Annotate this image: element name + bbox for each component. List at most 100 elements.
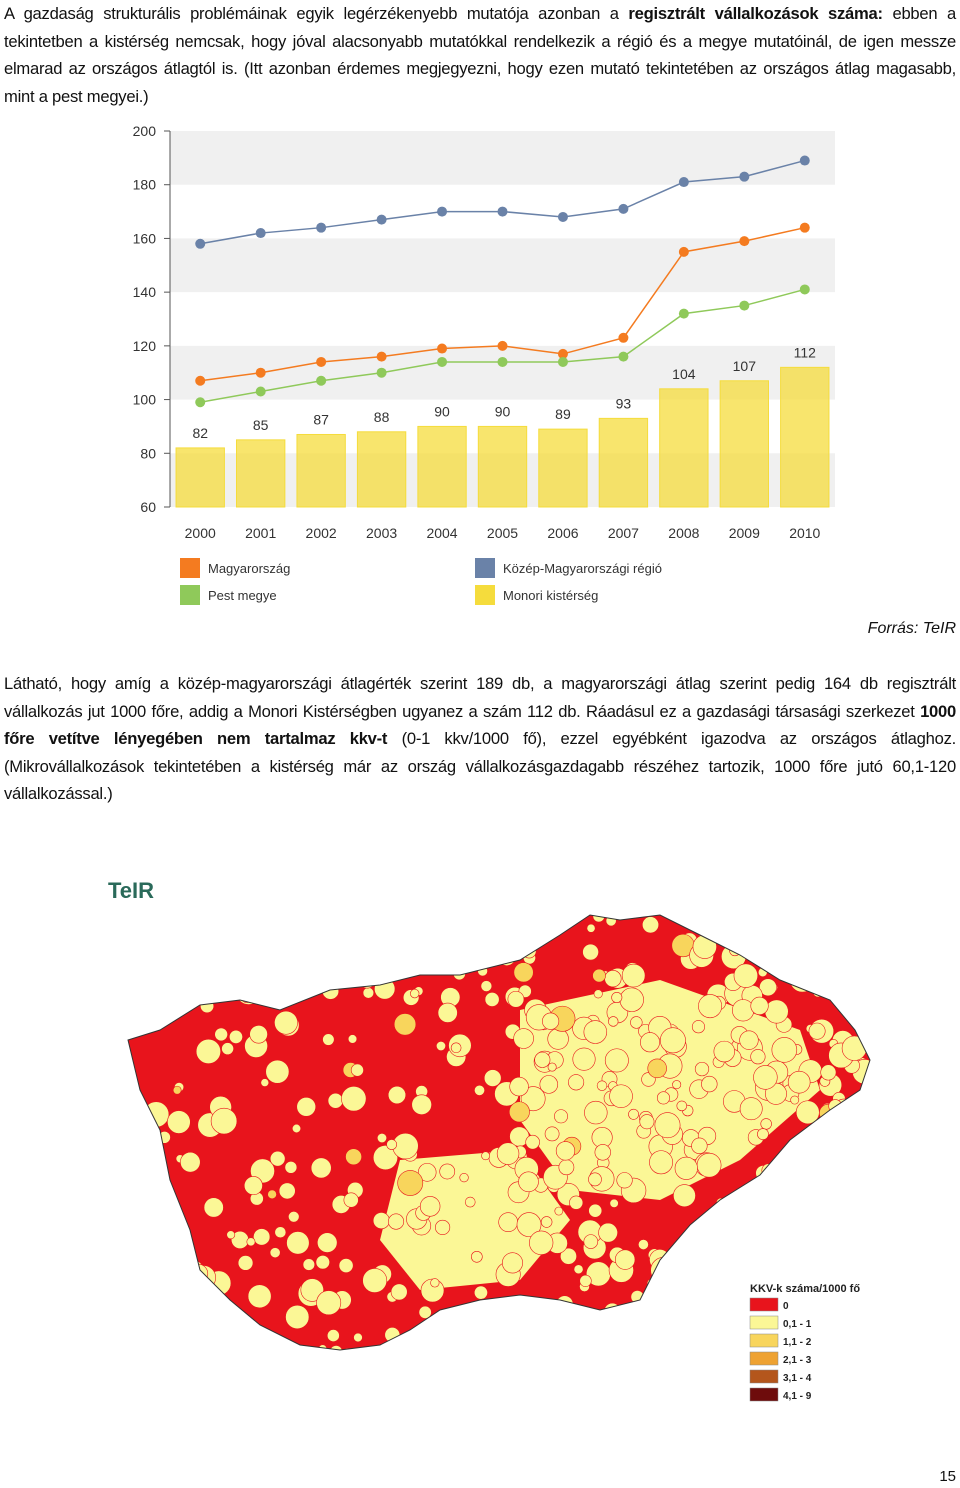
grid-band bbox=[170, 238, 835, 293]
map-cell bbox=[154, 950, 170, 966]
y-tick-label: 80 bbox=[140, 445, 156, 461]
source: Forrás: TeIR bbox=[867, 620, 956, 637]
map-cell bbox=[509, 1076, 529, 1097]
chart: 60 80 100 120 140 160 180 200 2000 2001 2002 2003 20… bbox=[133, 123, 835, 605]
x-tick-label: 2006 bbox=[547, 525, 578, 541]
map-cell bbox=[327, 1092, 344, 1109]
map-cell bbox=[372, 1145, 398, 1171]
map-cell bbox=[128, 1168, 153, 1194]
map-cell bbox=[460, 1342, 471, 1350]
map-cell bbox=[753, 1065, 778, 1090]
x-tick-label: 2005 bbox=[487, 525, 518, 541]
map-cell bbox=[229, 916, 246, 933]
map-cell bbox=[691, 1020, 705, 1034]
map-cell bbox=[158, 1295, 184, 1322]
line-point bbox=[739, 171, 750, 182]
map-cell bbox=[609, 1198, 619, 1208]
map-cell bbox=[705, 1297, 715, 1307]
map-cell bbox=[668, 1271, 692, 1294]
map-cell bbox=[481, 1151, 491, 1161]
line-point bbox=[678, 177, 689, 188]
map-cell bbox=[516, 889, 541, 914]
map-cell bbox=[693, 1316, 708, 1331]
map-cell bbox=[496, 1142, 520, 1165]
map-cell bbox=[639, 1114, 655, 1130]
map-cell bbox=[120, 1273, 128, 1281]
line-point bbox=[316, 222, 327, 233]
map-cell bbox=[240, 956, 263, 979]
map-cell bbox=[477, 965, 488, 977]
map-cell bbox=[237, 1255, 254, 1271]
map-cell bbox=[732, 999, 755, 1022]
map-cell bbox=[214, 1027, 228, 1042]
bar bbox=[356, 431, 407, 508]
y-tick-label: 60 bbox=[140, 499, 156, 515]
x-tick-label: 2009 bbox=[729, 525, 760, 541]
map-cell bbox=[498, 1212, 519, 1232]
map-cell bbox=[701, 1317, 711, 1328]
map-cell bbox=[336, 1348, 356, 1350]
paragraph: Látható, hogy amíg a közép-magyarországi… bbox=[4, 670, 956, 808]
map-cell bbox=[554, 1109, 568, 1124]
map-cell bbox=[507, 990, 525, 1008]
map-cell bbox=[291, 1123, 302, 1134]
map-cell bbox=[480, 980, 493, 992]
x-tick-label: 2008 bbox=[668, 525, 699, 541]
map-cell bbox=[571, 1352, 582, 1363]
map-cell bbox=[828, 921, 841, 933]
map-cell bbox=[136, 1170, 154, 1188]
map-cell bbox=[180, 1151, 201, 1173]
map-cell bbox=[671, 1271, 697, 1297]
map-cell bbox=[654, 1112, 681, 1139]
map-cell bbox=[362, 987, 375, 999]
map-cell bbox=[384, 1327, 401, 1343]
bar bbox=[659, 388, 709, 508]
map-cell bbox=[487, 933, 500, 945]
map-cell bbox=[637, 1328, 657, 1348]
data-label: 82 bbox=[192, 425, 208, 441]
map-cell bbox=[117, 956, 125, 964]
legend-swatch bbox=[475, 585, 495, 605]
map-cell bbox=[362, 1268, 388, 1293]
map-cell bbox=[133, 1290, 144, 1301]
map-cell bbox=[845, 1117, 859, 1132]
map-cell bbox=[208, 1336, 226, 1350]
line-point bbox=[497, 206, 508, 217]
map-cell bbox=[713, 1040, 735, 1063]
map-cell bbox=[782, 954, 804, 977]
bar bbox=[719, 380, 769, 508]
data-label: 85 bbox=[253, 417, 269, 433]
map-cell bbox=[481, 1312, 497, 1327]
line-point bbox=[678, 246, 689, 257]
map-cell bbox=[792, 1217, 816, 1241]
map-cell bbox=[165, 1316, 188, 1339]
map-cell bbox=[450, 1042, 462, 1054]
map-cell bbox=[216, 1347, 239, 1350]
map-cell bbox=[835, 1334, 846, 1345]
map-cell bbox=[302, 1258, 316, 1271]
map-cell bbox=[617, 915, 637, 918]
map-cell bbox=[116, 1198, 125, 1207]
map-cell bbox=[229, 1029, 243, 1044]
map-cell bbox=[858, 1259, 870, 1280]
line-point bbox=[799, 222, 810, 233]
line-point bbox=[195, 397, 206, 408]
map-cell bbox=[871, 1212, 880, 1221]
map-cell bbox=[674, 1156, 698, 1180]
map-cell bbox=[212, 973, 236, 997]
map-cell bbox=[698, 994, 723, 1019]
map-cell bbox=[759, 978, 777, 997]
map-cell bbox=[324, 959, 338, 973]
map-cell bbox=[391, 894, 403, 906]
map-cell bbox=[274, 1226, 287, 1239]
data-label: 87 bbox=[313, 411, 329, 427]
map-cell bbox=[267, 1189, 277, 1200]
map-cell bbox=[117, 1146, 127, 1156]
map-cell bbox=[410, 988, 420, 999]
line-point bbox=[376, 214, 387, 225]
map-cell bbox=[706, 1279, 721, 1294]
map-cell bbox=[376, 1132, 387, 1144]
map-cell bbox=[673, 1283, 689, 1299]
map-cell bbox=[872, 1349, 888, 1365]
